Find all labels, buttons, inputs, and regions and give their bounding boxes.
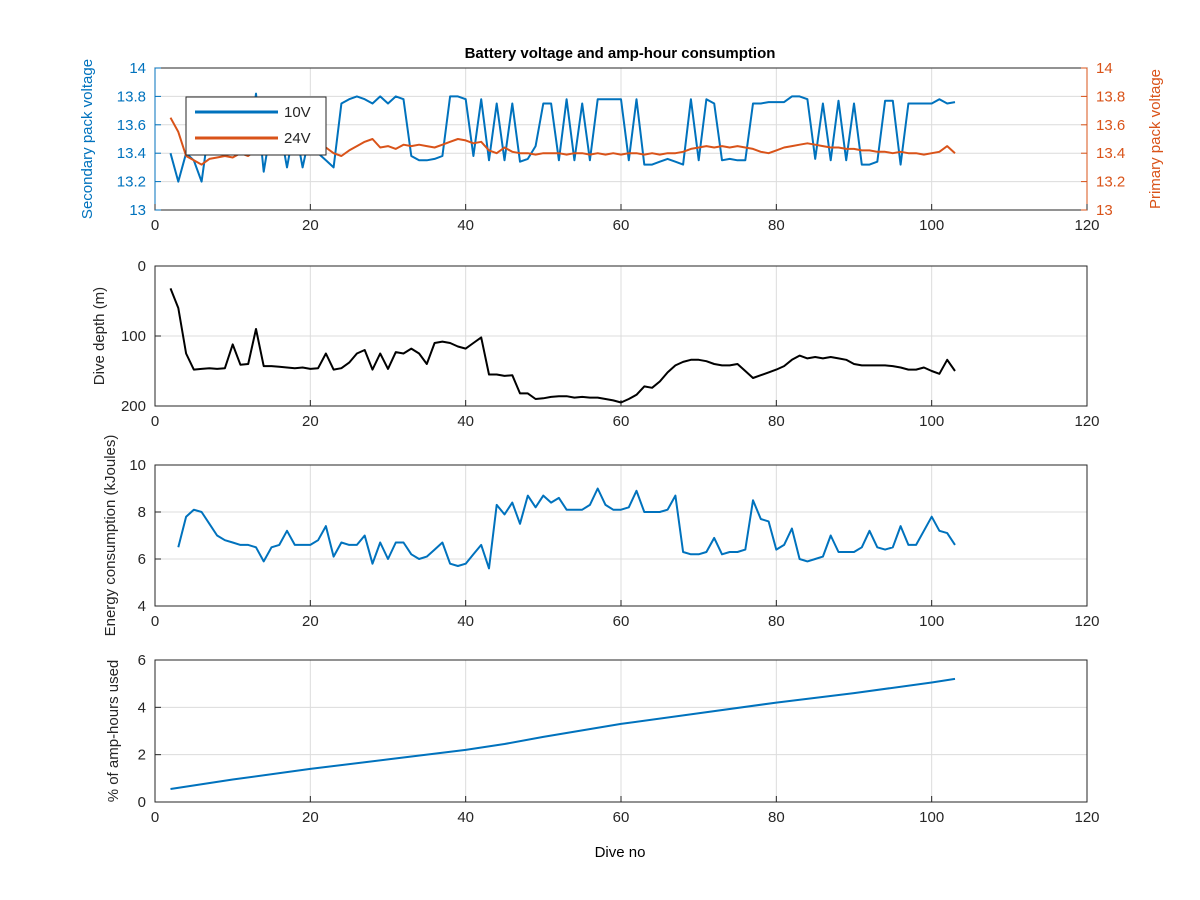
x-tick-label: 40 — [457, 809, 474, 826]
x-tick-label: 120 — [1074, 217, 1099, 234]
x-tick-label: 20 — [302, 413, 319, 430]
x-tick-label: 80 — [768, 413, 785, 430]
x-tick-label: 40 — [457, 413, 474, 430]
x-tick-label: 80 — [768, 217, 785, 234]
y-tick-label: 0 — [138, 258, 146, 275]
y-tick-label: 0 — [138, 794, 146, 811]
x-tick-label: 100 — [919, 413, 944, 430]
x-tick-label: 120 — [1074, 613, 1099, 630]
x-tick-label: 20 — [302, 217, 319, 234]
legend-label: 10V — [284, 104, 311, 121]
x-tick-label: 20 — [302, 613, 319, 630]
x-tick-label: 120 — [1074, 809, 1099, 826]
x-tick-label: 100 — [919, 613, 944, 630]
x-tick-label: 60 — [613, 413, 630, 430]
legend-box — [185, 96, 327, 156]
energy-panel: 0 20 40 60 80 100 120 4 6 8 10 Energy consumption (… — [102, 435, 1100, 637]
figure-title: Battery voltage and amp-hour consumption — [465, 45, 776, 62]
right-y-tick-label: 13.8 — [1096, 88, 1125, 105]
y-tick-label: 13 — [129, 202, 146, 219]
x-tick-label: 80 — [768, 613, 785, 630]
x-tick-label: 40 — [457, 613, 474, 630]
voltage-panel: 0 20 40 60 80 100 1201313.213.413.613.8141313.… — [79, 59, 1164, 234]
y-axis-label: Secondary pack voltage — [79, 59, 96, 219]
right-y-tick-label: 13.6 — [1096, 117, 1125, 134]
dive-depth-panel: 0 20 40 60 80 100 120 0 100 200 Dive depth (m) — [91, 258, 1100, 430]
y-tick-label: 13.8 — [117, 88, 146, 105]
series-line-series-0 — [169, 288, 956, 404]
right-y-tick-label: 13 — [1096, 202, 1113, 219]
x-tick-label: 0 — [151, 413, 159, 430]
y-tick-label: 10 — [129, 457, 146, 474]
right-y-tick-label: 13.4 — [1096, 145, 1125, 162]
x-tick-label: 0 — [151, 809, 159, 826]
x-tick-label: 0 — [151, 613, 159, 630]
y-tick-label: 4 — [138, 699, 146, 716]
y-tick-label: 6 — [138, 551, 146, 568]
y-axis-label: Dive depth (m) — [91, 287, 108, 385]
x-tick-label: 120 — [1074, 413, 1099, 430]
x-tick-label: 100 — [919, 217, 944, 234]
x-axis-label: Dive no — [595, 844, 646, 861]
y-tick-label: 4 — [138, 598, 146, 615]
x-tick-label: 60 — [613, 613, 630, 630]
right-y-tick-label: 14 — [1096, 60, 1113, 77]
y-tick-label: 100 — [121, 328, 146, 345]
x-tick-label: 20 — [302, 809, 319, 826]
x-tick-label: 0 — [151, 217, 159, 234]
x-tick-label: 100 — [919, 809, 944, 826]
series-line-10v — [169, 92, 956, 183]
y-tick-label: 6 — [138, 652, 146, 669]
x-tick-label: 40 — [457, 217, 474, 234]
series-line-series-0 — [170, 677, 956, 790]
x-tick-label: 60 — [613, 809, 630, 826]
y-tick-label: 13.6 — [117, 117, 146, 134]
y-axis-label: % of amp-hours used — [105, 660, 122, 803]
x-tick-label: 60 — [613, 217, 630, 234]
right-y-axis-label: Primary pack voltage — [1147, 69, 1164, 209]
right-y-tick-label: 13.2 — [1096, 174, 1125, 191]
amp-hours-panel: 0 20 40 60 80 100 120 0 2 4 6 % of amp-hours used — [105, 652, 1100, 826]
y-tick-label: 13.2 — [117, 174, 146, 191]
y-tick-label: 13.4 — [117, 145, 146, 162]
y-axis-label: Energy consumption (kJoules) — [102, 435, 119, 637]
series-line-series-0 — [177, 487, 956, 570]
legend-label: 24V — [284, 130, 311, 147]
x-tick-label: 80 — [768, 809, 785, 826]
y-tick-label: 8 — [138, 504, 146, 521]
y-tick-label: 14 — [129, 60, 146, 77]
y-tick-label: 200 — [121, 398, 146, 415]
y-tick-label: 2 — [138, 747, 146, 764]
